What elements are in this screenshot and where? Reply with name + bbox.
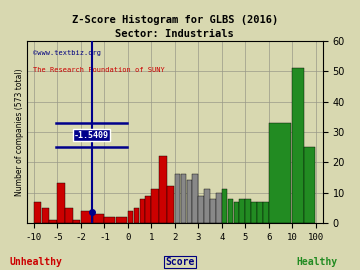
Text: Score: Score: [165, 257, 195, 267]
Bar: [222, 190, 228, 223]
Bar: [145, 195, 151, 223]
Bar: [134, 208, 139, 223]
Bar: [34, 202, 41, 223]
Bar: [167, 187, 175, 223]
Bar: [175, 174, 180, 223]
Bar: [246, 198, 251, 223]
Bar: [181, 174, 186, 223]
Y-axis label: Number of companies (573 total): Number of companies (573 total): [15, 68, 24, 196]
Bar: [263, 202, 269, 223]
Bar: [251, 202, 257, 223]
Bar: [151, 190, 159, 223]
Bar: [73, 220, 80, 223]
Title: Z-Score Histogram for GLBS (2016)
Sector: Industrials: Z-Score Histogram for GLBS (2016) Sector…: [72, 15, 278, 39]
Bar: [193, 174, 198, 223]
Bar: [186, 180, 192, 223]
Bar: [116, 217, 127, 223]
Bar: [42, 208, 49, 223]
Bar: [292, 68, 303, 223]
Bar: [239, 198, 245, 223]
Bar: [128, 211, 134, 223]
Bar: [304, 147, 315, 223]
Bar: [93, 214, 104, 223]
Text: ©www.textbiz.org: ©www.textbiz.org: [33, 50, 101, 56]
Bar: [216, 193, 221, 223]
Bar: [257, 202, 263, 223]
Text: Unhealthy: Unhealthy: [10, 257, 62, 267]
Bar: [269, 123, 291, 223]
Bar: [104, 217, 116, 223]
Bar: [228, 198, 233, 223]
Text: Healthy: Healthy: [296, 257, 337, 267]
Bar: [159, 156, 167, 223]
Bar: [57, 183, 65, 223]
Bar: [140, 198, 145, 223]
Bar: [198, 195, 204, 223]
Bar: [204, 190, 210, 223]
Text: -1.5409: -1.5409: [74, 130, 109, 140]
Bar: [210, 198, 216, 223]
Bar: [81, 211, 92, 223]
Text: The Research Foundation of SUNY: The Research Foundation of SUNY: [33, 67, 165, 73]
Bar: [65, 208, 73, 223]
Bar: [234, 202, 239, 223]
Bar: [49, 220, 57, 223]
